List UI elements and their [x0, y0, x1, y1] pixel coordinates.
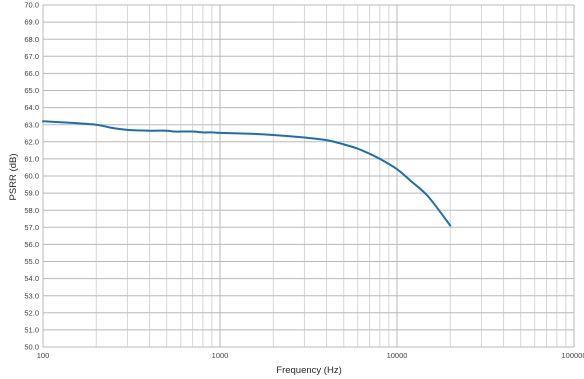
- psrr-series-line: [42, 120, 452, 227]
- y-axis-title: PSRR (dB): [8, 154, 19, 201]
- y-tick-label: 63.0: [24, 120, 39, 129]
- y-tick-labels: 50.0 51.0 52.0 53.0 54.0 55.0 56.0 57.0 58.0 59.0…: [24, 1, 39, 352]
- y-tick-label: 54.0: [24, 274, 39, 283]
- y-tick-label: 55.0: [24, 257, 39, 266]
- y-tick-label: 51.0: [24, 326, 39, 335]
- y-tick-label: 69.0: [24, 18, 39, 27]
- y-tick-label: 50.0: [24, 343, 39, 352]
- y-tick-label: 52.0: [24, 308, 39, 317]
- y-tick-label: 64.0: [24, 103, 39, 112]
- y-tick-label: 60.0: [24, 172, 39, 181]
- y-tick-label: 68.0: [24, 35, 39, 44]
- y-tick-label: 57.0: [24, 223, 39, 232]
- y-tick-label: 61.0: [24, 155, 39, 164]
- y-tick-label: 67.0: [24, 52, 39, 61]
- y-tick-label: 62.0: [24, 137, 39, 146]
- y-tick-label: 66.0: [24, 69, 39, 78]
- x-tick-label: 100: [37, 351, 50, 360]
- x-tick-label: 100000: [561, 351, 584, 360]
- major-gridlines: [42, 4, 575, 348]
- y-tick-label: 65.0: [24, 86, 39, 95]
- x-tick-label: 1000: [212, 351, 229, 360]
- x-tick-label: 10000: [387, 351, 408, 360]
- series-layer: [42, 120, 452, 227]
- y-tick-label: 70.0: [24, 1, 39, 10]
- y-tick-label: 56.0: [24, 240, 39, 249]
- y-tick-label: 59.0: [24, 189, 39, 198]
- y-tick-label: 53.0: [24, 291, 39, 300]
- x-axis-title: Frequency (Hz): [276, 365, 341, 376]
- x-tick-labels: 100 1000 10000 100000: [37, 351, 584, 360]
- y-tick-label: 58.0: [24, 206, 39, 215]
